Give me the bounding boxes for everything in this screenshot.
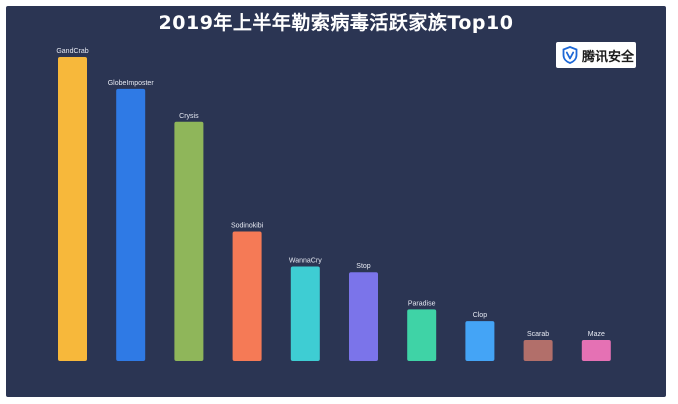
bar-label-globeimposter: GlobeImposter	[108, 80, 155, 87]
bar-chart: GandCrab GlobeImposter Crysis Sodinokibi Wan…	[56, 48, 611, 362]
bar-label-maze: Maze	[588, 331, 605, 338]
bar-stop	[349, 272, 378, 361]
bar-label-clop: Clop	[473, 312, 488, 319]
bar-label-scarab: Scarab	[527, 331, 549, 338]
shield-v-icon	[562, 46, 578, 64]
bar-globeimposter	[116, 88, 146, 362]
brand-name: 腾讯安全	[582, 49, 635, 65]
bar-paradise	[407, 309, 437, 361]
chart-title: 2019年上半年勒索病毒活跃家族Top10	[158, 12, 514, 34]
bar-scarab	[523, 340, 553, 361]
bar-crysis	[174, 121, 204, 361]
bar-sodinokibi	[232, 231, 262, 361]
bar-label-gandcrab: GandCrab	[56, 48, 88, 55]
brand-logo: 腾讯安全	[556, 42, 636, 68]
bar-maze	[581, 340, 611, 361]
bar-label-wannacry: WannaCry	[289, 257, 322, 264]
chart-panel: 2019年上半年勒索病毒活跃家族Top10 GandCrab GlobeImpos…	[6, 6, 666, 397]
bar-label-stop: Stop	[356, 263, 371, 270]
bar-clop	[465, 321, 495, 361]
bar-gandcrab	[58, 57, 87, 361]
bar-label-paradise: Paradise	[408, 300, 436, 307]
bar-label-crysis: Crysis	[179, 113, 199, 120]
bar-label-sodinokibi: Sodinokibi	[231, 222, 264, 229]
bar-wannacry	[290, 266, 320, 361]
